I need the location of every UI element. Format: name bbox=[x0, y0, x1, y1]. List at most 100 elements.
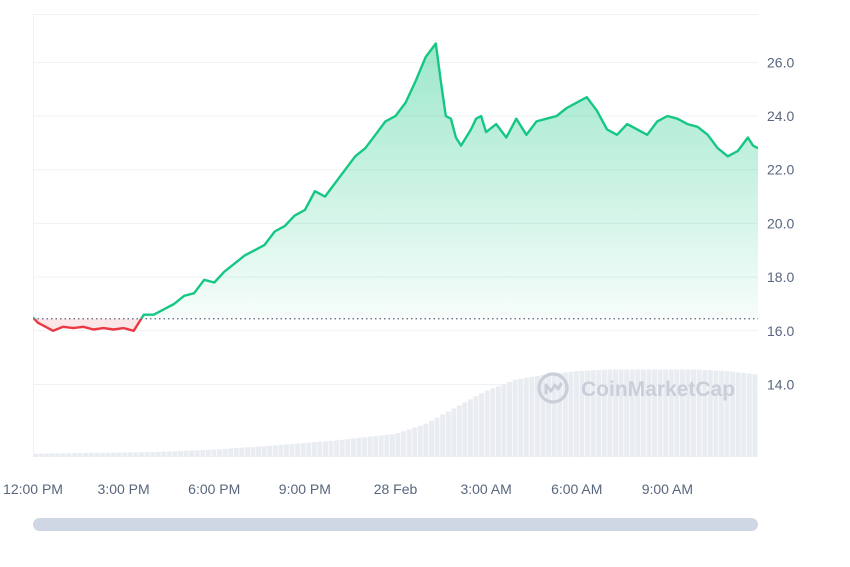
plot-border-top bbox=[33, 14, 758, 15]
volume-bar bbox=[540, 375, 546, 457]
volume-bar bbox=[546, 374, 552, 457]
y-axis-ticks: 14.0 16.0 18.0 20.0 22.0 24.0 26.0 bbox=[767, 54, 794, 392]
volume-bar bbox=[166, 451, 172, 457]
volume-bar bbox=[289, 444, 295, 457]
volume-bar bbox=[691, 369, 697, 457]
volume-bar bbox=[244, 447, 250, 457]
area-fill-up bbox=[33, 43, 758, 319]
x-tick-label: 9:00 PM bbox=[279, 481, 331, 497]
volume-bar bbox=[362, 437, 368, 457]
volume-bar bbox=[618, 369, 624, 457]
volume-bar bbox=[261, 446, 267, 457]
volume-bar bbox=[88, 452, 94, 457]
x-tick-label: 3:00 PM bbox=[98, 481, 150, 497]
volume-bar bbox=[730, 371, 736, 457]
x-tick-label: 28 Feb bbox=[374, 481, 418, 497]
volume-bar bbox=[635, 369, 641, 457]
volume-bar bbox=[111, 452, 117, 457]
volume-bar bbox=[122, 452, 128, 457]
volume-bar bbox=[250, 446, 256, 457]
volume-bar bbox=[484, 390, 490, 457]
y-tick-label: 22.0 bbox=[767, 162, 794, 178]
price-line-up bbox=[33, 42, 758, 319]
volume-bar bbox=[172, 451, 178, 457]
x-tick-label: 3:00 AM bbox=[460, 481, 511, 497]
watermark: CoinMarketCap bbox=[537, 372, 735, 404]
volume-bar bbox=[652, 369, 658, 457]
volume-bar bbox=[161, 451, 167, 457]
plot-border-left bbox=[33, 14, 34, 457]
volume-bar bbox=[523, 377, 529, 457]
chart-range-scrollbar[interactable] bbox=[33, 518, 758, 531]
volume-bar bbox=[150, 452, 156, 457]
volume-bar bbox=[328, 440, 334, 457]
volume-bar bbox=[306, 442, 312, 457]
volume-bar bbox=[178, 450, 183, 457]
volume-bar bbox=[94, 452, 100, 457]
volume-bar bbox=[596, 369, 602, 457]
volume-bar bbox=[434, 417, 440, 457]
y-tick-label: 16.0 bbox=[767, 323, 794, 339]
x-axis-ticks: 12:00 PM 3:00 PM 6:00 PM 9:00 PM 28 Feb 3:00 … bbox=[3, 481, 693, 497]
volume-bar bbox=[451, 408, 457, 457]
volume-bar bbox=[674, 369, 680, 457]
volume-bar bbox=[590, 370, 596, 457]
volume-bar bbox=[679, 369, 685, 457]
volume-bar bbox=[752, 374, 758, 457]
volume-bar bbox=[551, 373, 557, 457]
volume-bar bbox=[200, 450, 206, 457]
volume-bar bbox=[741, 372, 747, 457]
volume-bar bbox=[222, 448, 228, 457]
volume-bar bbox=[462, 402, 468, 457]
volume-bar bbox=[646, 369, 652, 457]
volume-bar bbox=[378, 435, 384, 457]
volume-bar bbox=[155, 451, 161, 457]
volume-bar bbox=[568, 371, 574, 457]
volume-bar bbox=[311, 442, 317, 457]
volume-bar bbox=[384, 434, 390, 457]
volume-bar bbox=[707, 370, 713, 457]
volume-bar bbox=[585, 370, 591, 457]
volume-bar bbox=[613, 369, 618, 457]
volume-bar bbox=[456, 405, 462, 457]
volume-bar bbox=[573, 371, 579, 457]
volume-bar bbox=[105, 452, 111, 457]
volume-bar bbox=[579, 370, 585, 457]
coinmarketcap-logo-icon bbox=[537, 372, 569, 404]
volume-bar bbox=[428, 420, 434, 457]
x-tick-label: 6:00 PM bbox=[188, 481, 240, 497]
y-tick-label: 24.0 bbox=[767, 108, 794, 124]
volume-bar bbox=[44, 453, 50, 457]
volume-bar bbox=[735, 372, 741, 457]
volume-bar bbox=[350, 438, 356, 457]
volume-bar bbox=[138, 452, 144, 457]
volume-bar bbox=[278, 444, 284, 457]
volume-bar bbox=[233, 448, 239, 457]
volume-bar bbox=[272, 445, 278, 457]
x-tick-label: 12:00 PM bbox=[3, 481, 63, 497]
volume-bar bbox=[685, 369, 691, 457]
volume-bar bbox=[205, 449, 211, 457]
volume-bar bbox=[624, 369, 630, 457]
volume-bar bbox=[562, 372, 568, 457]
volume-bar bbox=[267, 445, 273, 457]
volume-bar bbox=[412, 427, 418, 457]
area-fill-down bbox=[34, 318, 142, 331]
volume-bar bbox=[534, 375, 540, 457]
volume-bar bbox=[529, 376, 535, 457]
volume-bar bbox=[657, 369, 663, 457]
volume-bar bbox=[228, 448, 234, 457]
volume-bar bbox=[83, 452, 89, 457]
volume-bar bbox=[629, 369, 635, 457]
volume-bar bbox=[60, 453, 66, 457]
volume-bar bbox=[77, 453, 83, 457]
volume-bar bbox=[133, 452, 139, 457]
volume-bar bbox=[217, 449, 223, 457]
y-tick-label: 20.0 bbox=[767, 215, 794, 231]
volume-bar bbox=[300, 443, 306, 457]
volume-bar bbox=[601, 369, 607, 457]
volume-bar bbox=[38, 453, 44, 457]
volume-bar bbox=[746, 373, 752, 457]
volume-bar bbox=[211, 449, 217, 457]
